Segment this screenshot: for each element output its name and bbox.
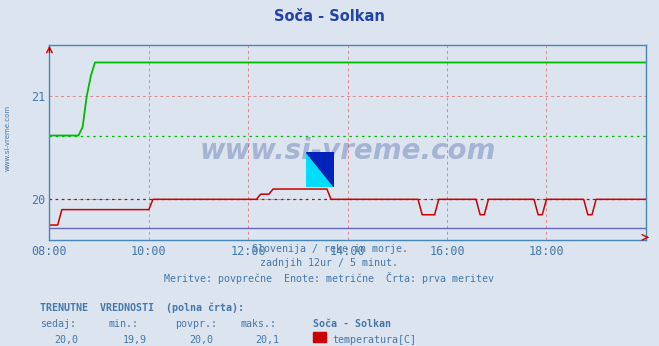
- Text: TRENUTNE  VREDNOSTI  (polna črta):: TRENUTNE VREDNOSTI (polna črta):: [40, 303, 244, 313]
- Text: sedaj:: sedaj:: [40, 319, 76, 329]
- Text: povpr.:: povpr.:: [175, 319, 217, 329]
- Text: temperatura[C]: temperatura[C]: [333, 335, 416, 345]
- Text: Soča - Solkan: Soča - Solkan: [313, 319, 391, 329]
- Text: maks.:: maks.:: [241, 319, 277, 329]
- Text: 20,0: 20,0: [189, 335, 213, 345]
- Text: min.:: min.:: [109, 319, 139, 329]
- Text: 20,0: 20,0: [54, 335, 78, 345]
- Text: 20,1: 20,1: [255, 335, 279, 345]
- Text: Slovenija / reke in morje.: Slovenija / reke in morje.: [252, 244, 407, 254]
- Text: www.si-vreme.com: www.si-vreme.com: [5, 105, 11, 172]
- Text: www.si-vreme.com: www.si-vreme.com: [200, 137, 496, 165]
- Text: 19,9: 19,9: [123, 335, 147, 345]
- Polygon shape: [306, 152, 334, 187]
- Polygon shape: [306, 152, 334, 187]
- FancyBboxPatch shape: [306, 152, 334, 187]
- Text: zadnjih 12ur / 5 minut.: zadnjih 12ur / 5 minut.: [260, 258, 399, 268]
- Text: Soča - Solkan: Soča - Solkan: [274, 9, 385, 24]
- Text: Meritve: povprečne  Enote: metrične  Črta: prva meritev: Meritve: povprečne Enote: metrične Črta:…: [165, 272, 494, 284]
